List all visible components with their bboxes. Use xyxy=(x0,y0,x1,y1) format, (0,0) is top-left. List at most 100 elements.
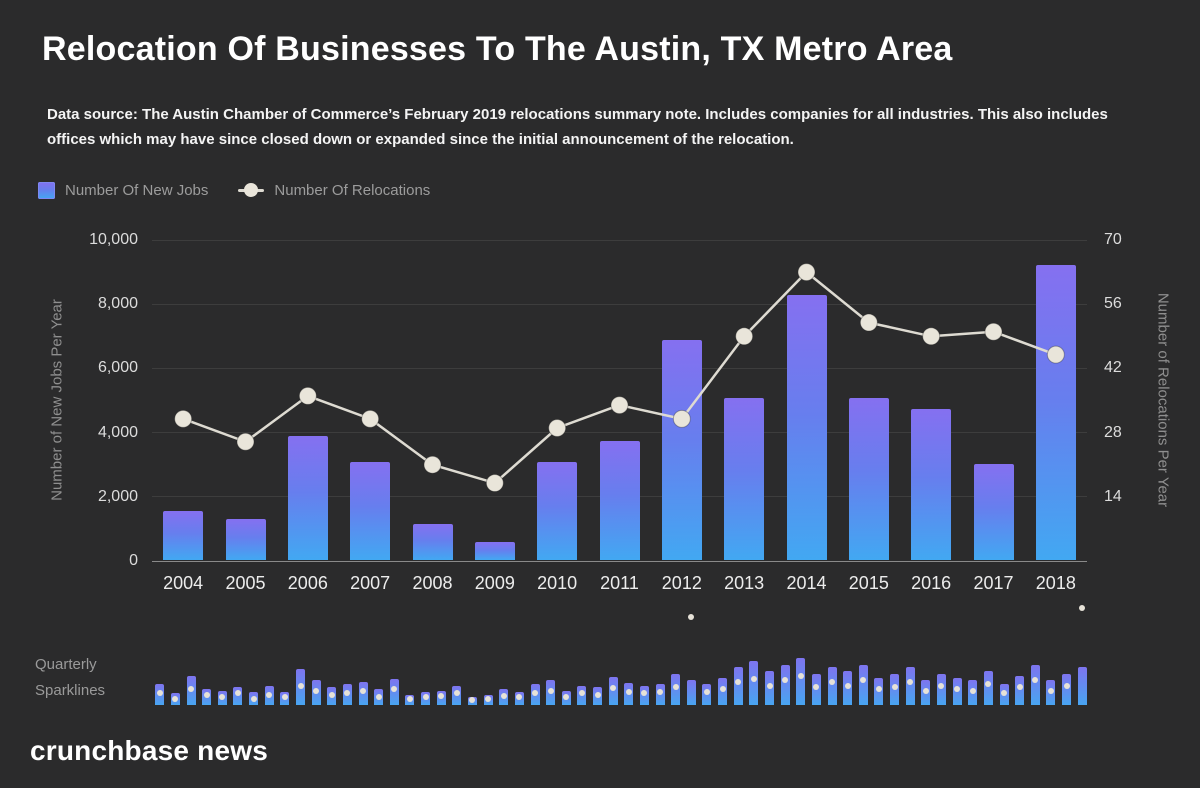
gridline xyxy=(152,560,1087,562)
sparkline-dot xyxy=(391,686,398,693)
relocations-marker xyxy=(174,409,193,428)
sparkline-dot xyxy=(563,694,570,701)
relocations-marker xyxy=(423,455,442,474)
new-jobs-bar xyxy=(350,461,391,560)
right-axis-tick: 70 xyxy=(1104,231,1122,248)
new-jobs-bar xyxy=(1035,264,1076,560)
sparkline-dot xyxy=(500,692,507,699)
sparkline-bar xyxy=(733,667,743,705)
left-axis-tick: 4,000 xyxy=(97,423,138,441)
gridline xyxy=(152,303,1087,305)
legend-item-relocations: Number Of Relocations xyxy=(238,182,430,199)
sparkline-dot xyxy=(406,695,413,702)
sparkline-bar xyxy=(827,667,837,705)
sparkline-dot xyxy=(735,679,742,686)
sparkline-dot xyxy=(250,695,257,702)
chart-legend: Number Of New Jobs Number Of Relocations xyxy=(38,182,430,199)
sparkline-dot xyxy=(532,690,539,697)
left-axis-tick: 6,000 xyxy=(97,359,138,377)
new-jobs-bar xyxy=(537,461,578,560)
sparkline-dot xyxy=(547,687,554,694)
sparkline-bar xyxy=(796,658,806,705)
x-axis-label: 2018 xyxy=(1035,573,1076,593)
sparkline-dot xyxy=(375,694,382,701)
sparkline-dot xyxy=(860,677,867,684)
right-axis-tick: 14 xyxy=(1104,487,1122,505)
new-jobs-bar xyxy=(163,510,204,560)
gridline xyxy=(152,239,1087,241)
line-series-marker-icon xyxy=(238,183,265,197)
new-jobs-bar xyxy=(287,436,328,560)
new-jobs-bar xyxy=(848,397,889,560)
sparkline-dot xyxy=(485,695,492,702)
sparkline-bar xyxy=(686,680,696,705)
sparkline-dot xyxy=(797,672,804,679)
main-chart-plot: 10,000 8,000 6,000 4,000 2,000 0 70 56 42 28 14 200… xyxy=(89,231,1122,593)
left-axis-tick: 8,000 xyxy=(97,295,138,313)
sparkline-dot xyxy=(829,679,836,686)
sparkline-dot xyxy=(328,692,335,699)
sparkline-dot xyxy=(203,692,210,699)
x-axis-label: 2014 xyxy=(786,573,827,593)
x-axis-label: 2015 xyxy=(848,573,889,593)
relocations-line xyxy=(174,263,1065,493)
sparkline-dot xyxy=(188,685,195,692)
right-axis-tick: 42 xyxy=(1104,359,1122,377)
sparkline-bar xyxy=(905,667,915,705)
sparkline-dot xyxy=(719,685,726,692)
relocations-marker xyxy=(548,419,567,438)
sparkline-bar xyxy=(1030,664,1040,705)
sparkline-dot xyxy=(969,687,976,694)
sparkline-dot xyxy=(672,683,679,690)
page-title: Relocation Of Businesses To The Austin, … xyxy=(42,30,953,68)
sparkline-dot xyxy=(1079,604,1086,611)
sparkline-dot xyxy=(297,682,304,689)
sparkline-dot xyxy=(1001,690,1008,697)
relocations-marker xyxy=(1046,345,1065,364)
sparkline-dot xyxy=(344,690,351,697)
sparkline-dot xyxy=(766,682,773,689)
sparkline-dot xyxy=(360,687,367,694)
new-jobs-bar xyxy=(973,463,1014,560)
x-axis-label: 2013 xyxy=(724,573,765,593)
sparkline-dot xyxy=(469,696,476,703)
left-axis-tick: 2,000 xyxy=(97,487,138,505)
left-axis-tick: 10,000 xyxy=(89,231,138,248)
relocations-marker xyxy=(984,322,1003,341)
sparkline-dot xyxy=(875,685,882,692)
sparkline-dot xyxy=(594,692,601,699)
new-jobs-bar xyxy=(661,340,702,560)
sparkline-dot xyxy=(625,689,632,695)
right-axis-tick: 28 xyxy=(1104,423,1122,441)
sparkline-dot xyxy=(641,690,648,697)
new-jobs-bar xyxy=(724,397,765,560)
sparkline-dot xyxy=(844,682,851,689)
new-jobs-bar xyxy=(786,295,827,560)
bar-series-swatch-icon xyxy=(38,182,55,199)
relocations-marker xyxy=(236,432,255,451)
sparkline-dot xyxy=(782,677,789,684)
right-axis-tick: 56 xyxy=(1104,295,1122,313)
sparkline-bar xyxy=(858,664,868,705)
sparkline-dot xyxy=(422,694,429,701)
relocations-marker xyxy=(797,263,816,282)
sparkline-dot xyxy=(954,685,961,692)
sparkline-bar xyxy=(936,673,946,705)
sparkline-dot xyxy=(703,689,710,695)
new-jobs-bar xyxy=(911,409,952,560)
sparkline-dot xyxy=(657,689,664,695)
sparkline-dot xyxy=(266,691,273,698)
sparkline-bar xyxy=(983,671,993,705)
sparkline-dot xyxy=(438,692,445,699)
sparkline-bar xyxy=(1015,675,1025,705)
sparkline-dot xyxy=(1063,682,1070,689)
brand-logo: crunchbase news xyxy=(30,735,268,766)
gridline xyxy=(152,367,1087,369)
sparklines-label: Quarterly Sparklines xyxy=(35,656,106,699)
x-axis-label: 2012 xyxy=(661,573,702,593)
sparkline-dot xyxy=(281,694,288,701)
sparkline-dot xyxy=(1032,677,1039,684)
new-jobs-bar xyxy=(599,441,640,560)
sparkline-dot xyxy=(922,687,929,694)
